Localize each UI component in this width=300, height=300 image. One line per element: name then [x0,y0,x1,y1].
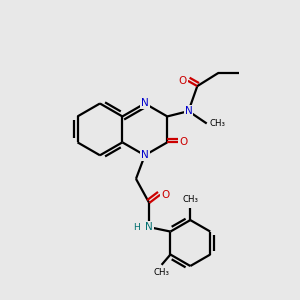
Text: CH₃: CH₃ [209,119,225,128]
Text: O: O [161,190,169,200]
Text: O: O [179,137,188,147]
Text: N: N [141,150,149,160]
Text: O: O [178,76,187,86]
Text: H: H [134,223,140,232]
Text: N: N [146,222,153,232]
Text: CH₃: CH₃ [182,195,198,204]
Text: N: N [184,106,192,116]
Text: N: N [141,98,149,109]
Text: CH₃: CH₃ [154,268,169,278]
